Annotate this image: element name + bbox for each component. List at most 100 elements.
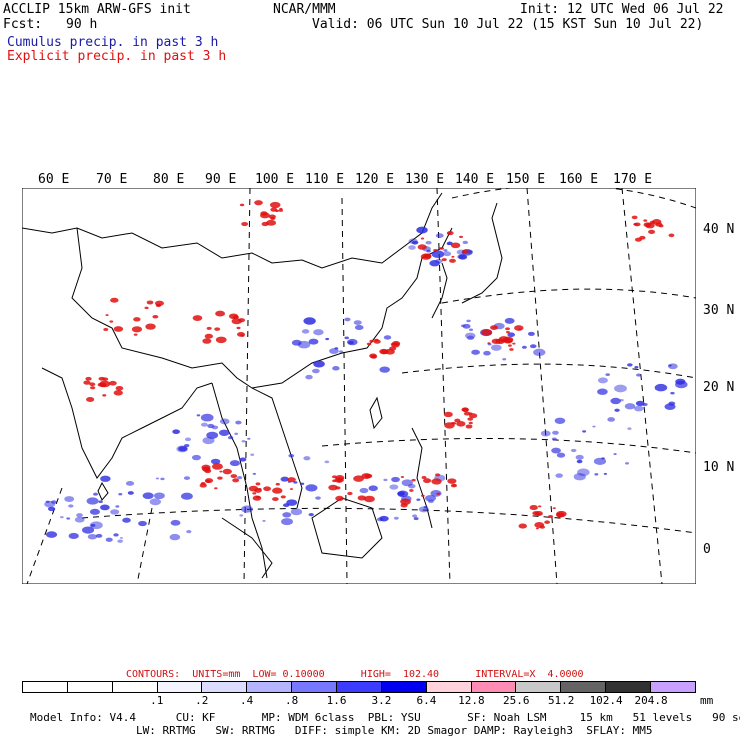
cumulus-precip-cell bbox=[413, 517, 419, 521]
explicit-precip-cell bbox=[514, 325, 524, 331]
cumulus-precip-cell bbox=[44, 500, 56, 508]
cumulus-precip-cell bbox=[153, 492, 165, 500]
cumulus-precip-cell bbox=[305, 374, 313, 380]
cumulus-precip-cell bbox=[664, 403, 676, 410]
explicit-precip-cell bbox=[451, 422, 457, 425]
cumulus-precip-cell bbox=[160, 477, 165, 481]
cumulus-precip-cell bbox=[418, 506, 429, 513]
explicit-precip-cell bbox=[507, 344, 512, 347]
explicit-precip-cell bbox=[379, 348, 389, 355]
explicit-precip-cell bbox=[433, 248, 438, 252]
cumulus-precip-cell bbox=[181, 492, 193, 500]
cumulus-precip-cell bbox=[200, 422, 208, 427]
cumulus-precip-cell bbox=[286, 499, 298, 506]
explicit-precip-cell bbox=[366, 342, 372, 346]
explicit-precip-cell bbox=[498, 336, 509, 343]
lon-label: 150 E bbox=[506, 172, 546, 187]
cumulus-precip-cell bbox=[533, 348, 546, 357]
cumulus-precip-cell bbox=[46, 531, 58, 538]
explicit-precip-cell bbox=[468, 421, 473, 425]
explicit-precip-cell bbox=[222, 468, 232, 475]
explicit-precip-cell bbox=[266, 219, 277, 226]
explicit-precip-cell bbox=[467, 417, 474, 421]
cumulus-precip-cell bbox=[303, 317, 316, 325]
cumulus-precip-cell bbox=[416, 226, 428, 234]
colorbar-tick-label: .2 bbox=[195, 694, 209, 707]
cumulus-precip-cell bbox=[262, 519, 266, 522]
cumulus-precip-cell bbox=[98, 500, 103, 503]
cumulus-precip-cell bbox=[573, 473, 586, 481]
cumulus-precip-cell bbox=[93, 492, 99, 496]
cumulus-precip-cell bbox=[471, 349, 480, 355]
cumulus-precip-cell bbox=[219, 418, 230, 425]
cumulus-precip-cell bbox=[313, 329, 324, 336]
explicit-precip-cell bbox=[254, 200, 263, 206]
cumulus-precip-cell bbox=[391, 476, 400, 483]
cumulus-precip-cell bbox=[183, 476, 191, 480]
precip-map bbox=[22, 188, 696, 584]
explicit-precip-cell bbox=[539, 525, 546, 529]
cumulus-precip-cell bbox=[577, 468, 590, 477]
explicit-precip-cell bbox=[115, 385, 124, 391]
cumulus-precip-cell bbox=[593, 457, 607, 465]
cumulus-precip-cell bbox=[490, 344, 502, 351]
explicit-precip-cell bbox=[487, 342, 491, 345]
graticule bbox=[26, 188, 696, 584]
explicit-precip-cell bbox=[201, 464, 211, 471]
explicit-precip-cell bbox=[252, 492, 257, 495]
explicit-precip-cell bbox=[363, 495, 375, 503]
cumulus-precip-cell bbox=[118, 493, 123, 496]
colorbar-tick-label: .4 bbox=[240, 694, 254, 707]
cumulus-precip-cell bbox=[394, 516, 399, 520]
explicit-precip-cell bbox=[459, 235, 463, 239]
cumulus-precip-cell bbox=[613, 453, 617, 456]
cumulus-precip-cell bbox=[383, 335, 392, 340]
explicit-precip-cell bbox=[369, 339, 375, 343]
cumulus-precip-cell bbox=[66, 517, 71, 520]
cumulus-precip-cell bbox=[200, 413, 214, 422]
explicit-precip-cell bbox=[370, 354, 378, 359]
cumulus-precip-cell bbox=[206, 431, 219, 439]
cumulus-precip-cell bbox=[110, 509, 120, 515]
explicit-precip-cell bbox=[236, 331, 246, 337]
cumulus-precip-cell bbox=[443, 249, 448, 252]
cumulus-precip-cell bbox=[521, 345, 527, 349]
fcst-value: 90 h bbox=[66, 17, 98, 32]
colorbar-cell bbox=[292, 682, 338, 692]
cumulus-precip-cell bbox=[379, 515, 389, 522]
cumulus-precip-cell bbox=[551, 447, 561, 454]
colorbar-tick-label: 51.2 bbox=[547, 694, 575, 707]
cumulus-precip-cell bbox=[464, 332, 476, 339]
cumulus-precip-cell bbox=[100, 504, 110, 511]
explicit-precip-cell bbox=[155, 303, 162, 308]
explicit-precip-cell bbox=[506, 331, 510, 334]
cumulus-precip-cell bbox=[411, 240, 419, 245]
cumulus-precip-cell bbox=[82, 526, 95, 534]
cumulus-precip-cell bbox=[462, 323, 471, 329]
explicit-precip-cell bbox=[272, 497, 279, 502]
cumulus-precip-cell bbox=[308, 513, 314, 517]
explicit-precip-cell bbox=[655, 222, 663, 227]
explicit-precip-cell bbox=[347, 491, 353, 496]
lon-label: 90 E bbox=[205, 172, 237, 187]
cumulus-precip-cell bbox=[555, 473, 563, 478]
colorbar-cell bbox=[561, 682, 607, 692]
colorbar-cell bbox=[516, 682, 562, 692]
explicit-precip-cell bbox=[461, 249, 469, 254]
cumulus-precip-cell bbox=[241, 505, 253, 513]
lon-label: 160 E bbox=[559, 172, 599, 187]
cumulus-precip-cell bbox=[556, 452, 566, 458]
cumulus-precip-cell bbox=[301, 329, 310, 334]
explicit-precip-cell bbox=[534, 510, 543, 516]
explicit-precip-cell bbox=[214, 327, 221, 331]
cumulus-precip-cell bbox=[344, 317, 351, 322]
colorbar-cell bbox=[606, 682, 652, 692]
model-info-line2: LW: RRTMG SW: RRTMG DIFF: simple KM: 2D … bbox=[30, 724, 653, 737]
cumulus-precip-cell bbox=[483, 350, 491, 356]
explicit-precip-cell bbox=[443, 411, 453, 418]
explicit-precip-cell bbox=[287, 477, 296, 483]
cumulus-precip-cell bbox=[429, 260, 440, 267]
cumulus-precip-cell bbox=[290, 508, 303, 516]
cumulus-precip-cell bbox=[117, 539, 123, 543]
cumulus-precip-cell bbox=[462, 240, 469, 245]
